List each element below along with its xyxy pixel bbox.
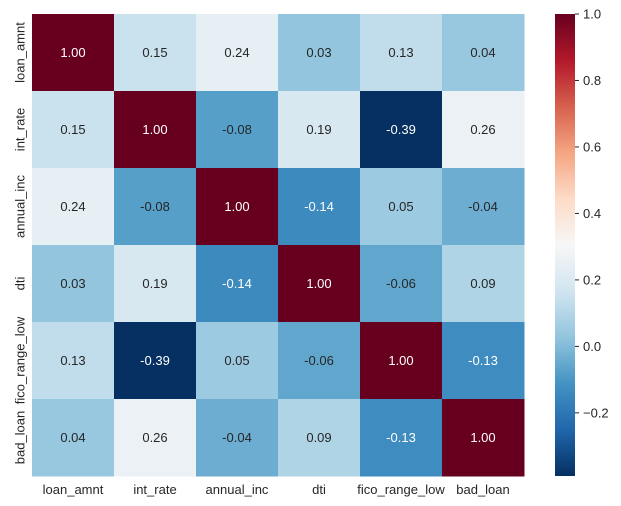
heatmap-cell-fico_range_low-int_rate — [114, 322, 197, 400]
heatmap-cell-int_rate-int_rate — [114, 91, 197, 169]
cell-value-label: 0.09 — [470, 276, 495, 291]
heatmap-cell-loan_amnt-int_rate — [114, 14, 197, 92]
cell-value-label: 0.24 — [224, 45, 249, 60]
cell-value-label: -0.04 — [222, 430, 252, 445]
colorbar-tick-label: 0.6 — [583, 139, 601, 154]
heatmap-cell-fico_range_low-annual_inc — [196, 322, 279, 400]
heatmap-cell-fico_range_low-fico_range_low — [360, 322, 443, 400]
y-tick-label-loan_amnt: loan_amnt — [13, 22, 28, 83]
heatmap-cell-int_rate-bad_loan — [442, 91, 525, 169]
heatmap-cell-dti-bad_loan — [442, 245, 525, 323]
cell-value-label: 1.00 — [470, 430, 495, 445]
colorbar-tick-label: 0.2 — [583, 272, 601, 287]
heatmap-cell-annual_inc-loan_amnt — [32, 168, 115, 246]
heatmap-cells: 1.00 0.15 0.24 0.03 0.13 0.04 0.15 1.00 -0.08 0.1… — [32, 14, 525, 477]
heatmap-cell-dti-loan_amnt — [32, 245, 115, 323]
heatmap-cell-annual_inc-fico_range_low — [360, 168, 443, 246]
cell-value-label: -0.08 — [140, 199, 170, 214]
heatmap-cell-dti-int_rate — [114, 245, 197, 323]
heatmap-cell-int_rate-loan_amnt — [32, 91, 115, 169]
y-tick-label-bad_loan: bad_loan — [13, 411, 28, 465]
cell-value-label: -0.08 — [222, 122, 252, 137]
cell-value-label: 0.26 — [142, 430, 167, 445]
x-axis-tick-labels: loan_amnt int_rate annual_inc dti fico_range… — [43, 482, 510, 497]
cell-value-label: 0.13 — [60, 353, 85, 368]
heatmap-cell-fico_range_low-bad_loan — [442, 322, 525, 400]
heatmap-cell-bad_loan-bad_loan — [442, 399, 525, 477]
x-tick-label-int_rate: int_rate — [133, 482, 176, 497]
heatmap-cell-loan_amnt-loan_amnt — [32, 14, 115, 92]
heatmap-cell-int_rate-dti — [278, 91, 361, 169]
heatmap-cell-loan_amnt-bad_loan — [442, 14, 525, 92]
heatmap-cell-int_rate-annual_inc — [196, 91, 279, 169]
y-tick-label-fico_range_low: fico_range_low — [13, 316, 28, 404]
cell-value-label: 0.05 — [388, 199, 413, 214]
heatmap-cell-fico_range_low-dti — [278, 322, 361, 400]
heatmap-cell-dti-annual_inc — [196, 245, 279, 323]
cell-value-label: -0.06 — [304, 353, 334, 368]
cell-value-label: -0.14 — [304, 199, 334, 214]
cell-value-label: 1.00 — [306, 276, 331, 291]
heatmap-cell-int_rate-fico_range_low — [360, 91, 443, 169]
colorbar: 1.0 0.8 0.6 0.4 0.2 0.0 −0.2 — [555, 7, 609, 476]
heatmap-cell-annual_inc-int_rate — [114, 168, 197, 246]
heatmap-cell-annual_inc-bad_loan — [442, 168, 525, 246]
cell-value-label: -0.04 — [468, 199, 498, 214]
cell-value-label: -0.14 — [222, 276, 252, 291]
cell-value-label: 1.00 — [60, 45, 85, 60]
colorbar-gradient — [555, 14, 575, 476]
heatmap-cell-dti-dti — [278, 245, 361, 323]
heatmap-cell-annual_inc-dti — [278, 168, 361, 246]
cell-value-label: -0.13 — [468, 353, 498, 368]
cell-value-label: 1.00 — [388, 353, 413, 368]
colorbar-tick-label: 1.0 — [583, 7, 601, 22]
cell-value-label: 0.15 — [60, 122, 85, 137]
heatmap-cell-dti-fico_range_low — [360, 245, 443, 323]
x-tick-label-bad_loan: bad_loan — [456, 482, 510, 497]
cell-value-label: 0.03 — [306, 45, 331, 60]
cell-value-label: 1.00 — [142, 122, 167, 137]
cell-value-label: 0.26 — [470, 122, 495, 137]
heatmap-cell-annual_inc-annual_inc — [196, 168, 279, 246]
cell-value-label: -0.39 — [140, 353, 170, 368]
cell-value-label: 0.05 — [224, 353, 249, 368]
cell-value-label: 0.04 — [60, 430, 85, 445]
cell-value-label: 0.15 — [142, 45, 167, 60]
colorbar-tick-label: −0.2 — [583, 405, 609, 420]
heatmap-cell-bad_loan-fico_range_low — [360, 399, 443, 477]
cell-value-label: -0.13 — [386, 430, 416, 445]
cell-value-label: -0.06 — [386, 276, 416, 291]
cell-value-label: 1.00 — [224, 199, 249, 214]
cell-value-label: 0.13 — [388, 45, 413, 60]
x-tick-label-annual_inc: annual_inc — [206, 482, 269, 497]
heatmap-cell-loan_amnt-fico_range_low — [360, 14, 443, 92]
cell-value-label: 0.19 — [142, 276, 167, 291]
cell-value-label: 0.19 — [306, 122, 331, 137]
cell-value-label: 0.09 — [306, 430, 331, 445]
colorbar-tick-label: 0.0 — [583, 339, 601, 354]
x-tick-label-fico_range_low: fico_range_low — [357, 482, 445, 497]
cell-value-label: 0.03 — [60, 276, 85, 291]
colorbar-tick-label: 0.8 — [583, 73, 601, 88]
x-tick-label-dti: dti — [312, 482, 326, 497]
cell-value-label: -0.39 — [386, 122, 416, 137]
heatmap-cell-bad_loan-annual_inc — [196, 399, 279, 477]
x-tick-label-loan_amnt: loan_amnt — [43, 482, 104, 497]
heatmap-cell-bad_loan-loan_amnt — [32, 399, 115, 477]
heatmap-cell-loan_amnt-annual_inc — [196, 14, 279, 92]
heatmap-cell-bad_loan-int_rate — [114, 399, 197, 477]
heatmap-cell-bad_loan-dti — [278, 399, 361, 477]
colorbar-tick-label: 0.4 — [583, 206, 601, 221]
heatmap-cell-loan_amnt-dti — [278, 14, 361, 92]
y-tick-label-int_rate: int_rate — [13, 108, 28, 151]
cell-value-label: 0.04 — [470, 45, 495, 60]
heatmap-cell-fico_range_low-loan_amnt — [32, 322, 115, 400]
y-tick-label-annual_inc: annual_inc — [13, 175, 28, 238]
y-tick-label-dti: dti — [13, 277, 28, 291]
cell-value-label: 0.24 — [60, 199, 85, 214]
